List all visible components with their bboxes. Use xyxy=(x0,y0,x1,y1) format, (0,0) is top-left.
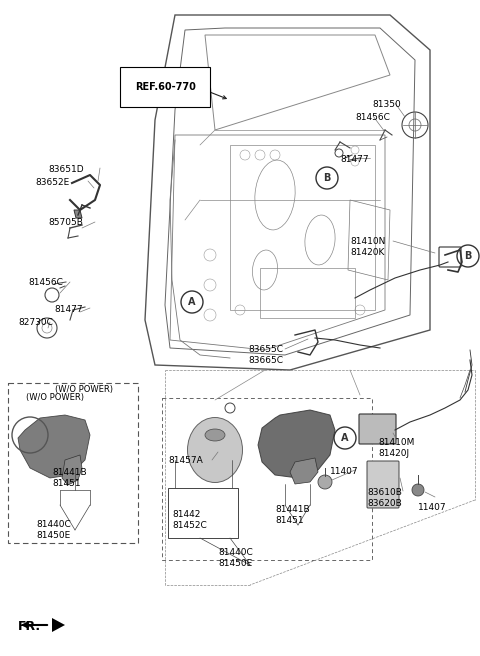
Polygon shape xyxy=(290,458,318,484)
Text: 83651D: 83651D xyxy=(48,165,84,174)
Text: 81477: 81477 xyxy=(340,155,369,164)
Text: 11407: 11407 xyxy=(330,467,359,476)
Text: (W/O POWER): (W/O POWER) xyxy=(55,385,113,394)
Polygon shape xyxy=(74,210,82,218)
Text: 81410M: 81410M xyxy=(378,438,414,447)
Text: 81350: 81350 xyxy=(372,100,401,109)
Polygon shape xyxy=(258,410,335,478)
Polygon shape xyxy=(62,455,82,485)
Text: REF.60-770: REF.60-770 xyxy=(135,82,196,92)
Text: 81457A: 81457A xyxy=(168,456,203,465)
Text: 83655C: 83655C xyxy=(248,345,283,354)
Text: 81451: 81451 xyxy=(275,516,304,525)
Text: (W/O POWER): (W/O POWER) xyxy=(26,393,84,402)
Text: 83665C: 83665C xyxy=(248,356,283,365)
Text: 83620B: 83620B xyxy=(367,499,402,508)
Text: 81410N: 81410N xyxy=(350,237,385,246)
Text: 81452C: 81452C xyxy=(172,521,207,530)
Text: 82730C: 82730C xyxy=(18,318,53,327)
Text: 85705B: 85705B xyxy=(48,218,83,227)
Text: 81440C: 81440C xyxy=(218,548,253,557)
Text: 81477: 81477 xyxy=(54,305,83,314)
Ellipse shape xyxy=(205,429,225,441)
Text: 83610B: 83610B xyxy=(367,488,402,497)
Ellipse shape xyxy=(188,417,242,483)
Text: 81450E: 81450E xyxy=(36,531,70,540)
Text: A: A xyxy=(341,433,349,443)
Circle shape xyxy=(318,475,332,489)
Text: 81441B: 81441B xyxy=(52,468,86,477)
Text: 81420J: 81420J xyxy=(378,449,409,458)
Text: B: B xyxy=(464,251,472,261)
Text: 11407: 11407 xyxy=(418,503,446,512)
FancyBboxPatch shape xyxy=(359,414,396,444)
Text: A: A xyxy=(188,297,196,307)
Text: 81456C: 81456C xyxy=(355,113,390,122)
Text: 81420K: 81420K xyxy=(350,248,384,257)
Text: 81456C: 81456C xyxy=(28,278,63,287)
Text: 81442: 81442 xyxy=(172,510,200,519)
Text: 83652E: 83652E xyxy=(35,178,69,187)
Polygon shape xyxy=(18,415,90,478)
Circle shape xyxy=(412,484,424,496)
Text: 81440C: 81440C xyxy=(36,520,71,529)
Text: 81441B: 81441B xyxy=(275,505,310,514)
Text: B: B xyxy=(324,173,331,183)
FancyBboxPatch shape xyxy=(367,461,399,508)
Text: 81450E: 81450E xyxy=(218,559,252,568)
Text: 81451: 81451 xyxy=(52,479,81,488)
Polygon shape xyxy=(52,618,65,632)
Text: FR.: FR. xyxy=(18,620,41,633)
